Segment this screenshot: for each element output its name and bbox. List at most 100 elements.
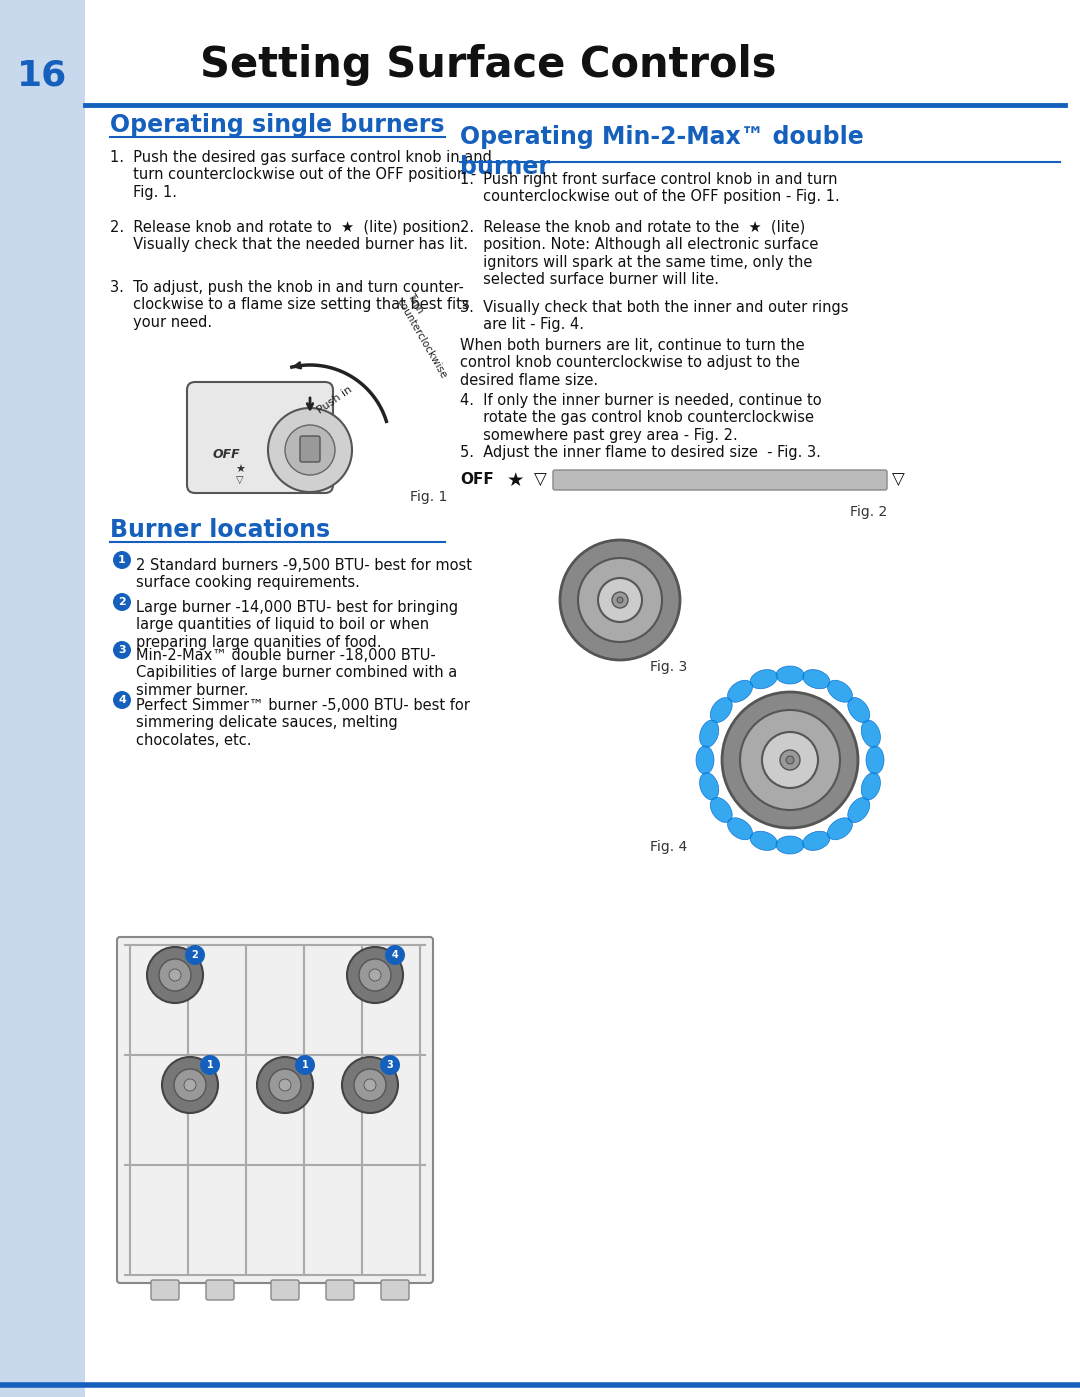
FancyBboxPatch shape: [187, 381, 333, 493]
Circle shape: [257, 1058, 313, 1113]
Text: Fig. 4: Fig. 4: [650, 840, 687, 854]
Text: 2: 2: [191, 950, 199, 960]
Text: 4.  If only the inner burner is needed, continue to
     rotate the gas control : 4. If only the inner burner is needed, c…: [460, 393, 822, 443]
FancyBboxPatch shape: [271, 1280, 299, 1301]
Text: 2.  Release knob and rotate to  ★  (lite) position.
     Visually check that the: 2. Release knob and rotate to ★ (lite) p…: [110, 219, 468, 253]
Ellipse shape: [700, 773, 719, 800]
Circle shape: [268, 408, 352, 492]
Text: 1: 1: [301, 1060, 309, 1070]
Bar: [0, 0, 85, 1397]
Ellipse shape: [751, 831, 778, 851]
Ellipse shape: [728, 817, 753, 840]
Text: ▽: ▽: [237, 475, 244, 485]
Circle shape: [561, 541, 680, 659]
Circle shape: [279, 1078, 291, 1091]
Text: Operating Min-2-Max™ double
burner: Operating Min-2-Max™ double burner: [460, 124, 864, 179]
Circle shape: [159, 958, 191, 990]
Ellipse shape: [728, 680, 753, 703]
Text: 2 Standard burners -9,500 BTU- best for most
surface cooking requirements.: 2 Standard burners -9,500 BTU- best for …: [136, 557, 472, 591]
Text: 4: 4: [392, 950, 399, 960]
Ellipse shape: [696, 746, 714, 774]
Text: Fig. 2: Fig. 2: [850, 504, 888, 520]
Text: 3: 3: [118, 645, 125, 655]
Circle shape: [786, 756, 794, 764]
Ellipse shape: [711, 798, 732, 823]
Text: OFF: OFF: [213, 448, 241, 461]
FancyBboxPatch shape: [326, 1280, 354, 1301]
Circle shape: [184, 1078, 195, 1091]
Circle shape: [147, 947, 203, 1003]
Circle shape: [168, 970, 181, 981]
FancyBboxPatch shape: [206, 1280, 234, 1301]
Ellipse shape: [866, 746, 885, 774]
Ellipse shape: [861, 719, 880, 747]
Ellipse shape: [848, 798, 869, 823]
Ellipse shape: [827, 680, 852, 703]
FancyBboxPatch shape: [553, 469, 887, 490]
Text: 16: 16: [17, 59, 67, 92]
Text: Burner locations: Burner locations: [110, 518, 330, 542]
Text: Fig. 1: Fig. 1: [410, 490, 447, 504]
Text: 1: 1: [206, 1060, 214, 1070]
Circle shape: [380, 1055, 400, 1076]
Text: 5.  Adjust the inner flame to desired size  - Fig. 3.: 5. Adjust the inner flame to desired siz…: [460, 446, 821, 460]
Text: ▽: ▽: [892, 471, 904, 489]
FancyBboxPatch shape: [117, 937, 433, 1282]
Circle shape: [347, 947, 403, 1003]
Text: Push in: Push in: [315, 384, 354, 416]
Circle shape: [162, 1058, 218, 1113]
Circle shape: [762, 732, 818, 788]
Text: Operating single burners: Operating single burners: [110, 113, 445, 137]
Circle shape: [285, 425, 335, 475]
Text: Large burner -14,000 BTU- best for bringing
large quantities of liquid to boil o: Large burner -14,000 BTU- best for bring…: [136, 599, 458, 650]
Circle shape: [617, 597, 623, 604]
FancyBboxPatch shape: [300, 436, 320, 462]
Circle shape: [185, 944, 205, 965]
Text: ▽: ▽: [534, 471, 546, 489]
Circle shape: [113, 592, 131, 610]
Ellipse shape: [777, 666, 804, 685]
Circle shape: [369, 970, 381, 981]
Ellipse shape: [802, 831, 829, 851]
FancyBboxPatch shape: [151, 1280, 179, 1301]
Ellipse shape: [700, 719, 719, 747]
Circle shape: [113, 550, 131, 569]
Circle shape: [723, 692, 858, 828]
Ellipse shape: [711, 697, 732, 722]
Ellipse shape: [751, 669, 778, 689]
Text: 1.  Push right front surface control knob in and turn
     counterclockwise out : 1. Push right front surface control knob…: [460, 172, 840, 204]
Circle shape: [359, 958, 391, 990]
Ellipse shape: [848, 697, 869, 722]
Text: 1.  Push the desired gas surface control knob in and
     turn counterclockwise : 1. Push the desired gas surface control …: [110, 149, 491, 200]
Circle shape: [113, 692, 131, 710]
Circle shape: [174, 1069, 206, 1101]
Circle shape: [740, 710, 840, 810]
Circle shape: [342, 1058, 399, 1113]
Text: 3: 3: [387, 1060, 393, 1070]
Text: Perfect Simmer™ burner -5,000 BTU- best for
simmering delicate sauces, melting
c: Perfect Simmer™ burner -5,000 BTU- best …: [136, 698, 470, 747]
Circle shape: [384, 944, 405, 965]
Text: 1: 1: [118, 555, 126, 564]
Ellipse shape: [861, 773, 880, 800]
Text: Min-2-Max™ double burner -18,000 BTU-
Capibilities of large burner combined with: Min-2-Max™ double burner -18,000 BTU- Ca…: [136, 648, 457, 697]
Circle shape: [364, 1078, 376, 1091]
Circle shape: [780, 750, 800, 770]
Text: 3.  Visually check that both the inner and outer rings
     are lit - Fig. 4.: 3. Visually check that both the inner an…: [460, 300, 849, 332]
Circle shape: [578, 557, 662, 643]
Text: ★: ★: [235, 465, 245, 475]
Text: 2: 2: [118, 597, 126, 608]
Circle shape: [200, 1055, 220, 1076]
Text: When both burners are lit, continue to turn the
control knob counterclockwise to: When both burners are lit, continue to t…: [460, 338, 805, 388]
Text: 3.  To adjust, push the knob in and turn counter-
     clockwise to a flame size: 3. To adjust, push the knob in and turn …: [110, 279, 470, 330]
Text: Turn
counterclockwise: Turn counterclockwise: [395, 291, 459, 380]
Text: Setting Surface Controls: Setting Surface Controls: [200, 43, 777, 87]
Ellipse shape: [777, 835, 804, 854]
Circle shape: [354, 1069, 386, 1101]
Circle shape: [612, 592, 627, 608]
Text: Fig. 3: Fig. 3: [650, 659, 687, 673]
Circle shape: [113, 641, 131, 659]
Circle shape: [295, 1055, 315, 1076]
FancyBboxPatch shape: [381, 1280, 409, 1301]
Text: OFF: OFF: [460, 472, 494, 488]
Text: 4: 4: [118, 694, 126, 705]
